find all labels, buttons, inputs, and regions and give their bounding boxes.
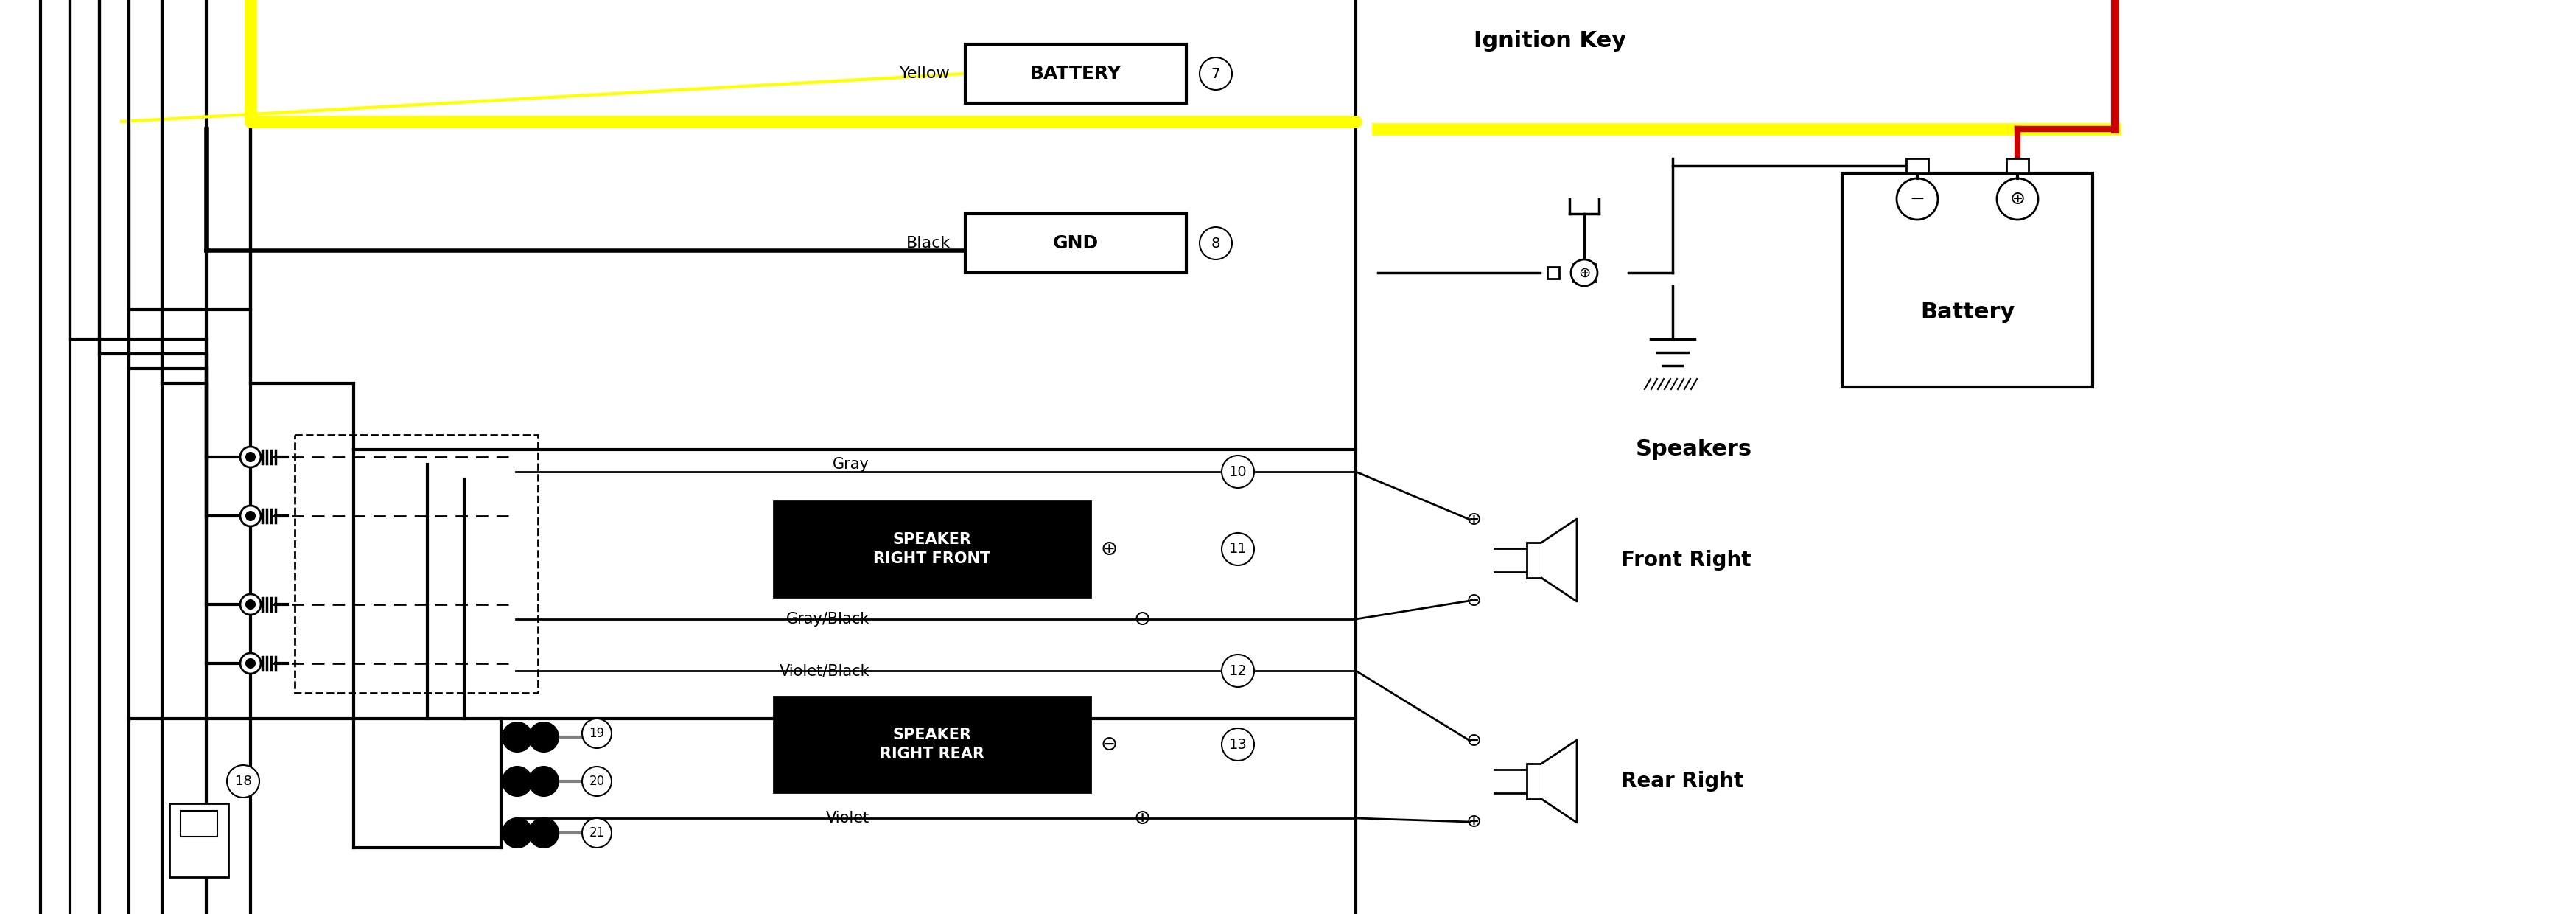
Text: ⊕: ⊕	[1100, 539, 1118, 559]
Circle shape	[247, 512, 255, 520]
Text: Ignition Key: Ignition Key	[1473, 30, 1625, 51]
Text: Violet: Violet	[827, 811, 871, 825]
Bar	[294, 435, 538, 693]
Text: 7: 7	[1211, 67, 1221, 80]
Bar	[1906, 158, 1929, 174]
Circle shape	[528, 818, 559, 847]
Text: −: −	[1909, 190, 1924, 207]
Text: 10: 10	[1229, 464, 1247, 479]
Circle shape	[1200, 58, 1231, 90]
Text: 13: 13	[1229, 738, 1247, 751]
Bar	[1548, 267, 1558, 279]
Text: 8: 8	[1211, 236, 1221, 250]
Bar	[170, 803, 229, 877]
Bar	[1528, 543, 1540, 578]
Text: 18: 18	[234, 775, 252, 788]
Bar	[773, 696, 1090, 792]
Text: 12: 12	[1229, 664, 1247, 678]
Bar	[180, 811, 216, 836]
Circle shape	[240, 654, 260, 674]
Polygon shape	[1540, 740, 1577, 823]
Bar	[966, 44, 1188, 103]
Text: ⊖: ⊖	[1466, 732, 1481, 749]
Text: Speakers: Speakers	[1636, 439, 1752, 461]
Circle shape	[502, 767, 533, 796]
Circle shape	[582, 818, 611, 847]
Circle shape	[240, 447, 260, 467]
Text: Violet/Black: Violet/Black	[778, 664, 871, 678]
Circle shape	[1221, 654, 1255, 687]
Text: SPEAKER
RIGHT FRONT: SPEAKER RIGHT FRONT	[873, 532, 992, 567]
Bar	[773, 501, 1090, 597]
Text: Front Right: Front Right	[1620, 550, 1752, 570]
Text: ⊕: ⊕	[1579, 266, 1589, 280]
Circle shape	[582, 718, 611, 749]
Bar	[1528, 763, 1540, 799]
Circle shape	[1200, 227, 1231, 260]
Text: 21: 21	[590, 826, 605, 840]
Bar	[1574, 264, 1595, 282]
Text: ⊖: ⊖	[1466, 592, 1481, 610]
Circle shape	[1221, 533, 1255, 566]
Text: Battery: Battery	[1919, 302, 2014, 323]
Circle shape	[1896, 178, 1937, 219]
Circle shape	[247, 600, 255, 609]
Bar	[1842, 174, 2092, 387]
Circle shape	[1571, 260, 1597, 286]
Text: ⊕: ⊕	[1466, 813, 1481, 831]
Text: ⊕: ⊕	[2009, 190, 2025, 207]
Text: Gray: Gray	[832, 457, 871, 472]
Circle shape	[502, 722, 533, 752]
Circle shape	[1221, 728, 1255, 760]
Circle shape	[247, 659, 255, 668]
Text: BATTERY: BATTERY	[1030, 65, 1121, 82]
Circle shape	[247, 452, 255, 462]
Text: 19: 19	[590, 727, 605, 740]
Text: Black: Black	[907, 236, 951, 250]
Text: 11: 11	[1229, 542, 1247, 556]
Circle shape	[240, 505, 260, 526]
Text: Gray/Black: Gray/Black	[786, 611, 871, 626]
Text: ⊕: ⊕	[1466, 511, 1481, 528]
Bar	[2007, 158, 2027, 174]
Text: SPEAKER
RIGHT REAR: SPEAKER RIGHT REAR	[881, 728, 984, 761]
Circle shape	[502, 818, 533, 847]
Circle shape	[582, 767, 611, 796]
Text: ⊕: ⊕	[1133, 808, 1151, 828]
Circle shape	[1221, 455, 1255, 488]
Circle shape	[1996, 178, 2038, 219]
Text: Rear Right: Rear Right	[1620, 771, 1744, 792]
Circle shape	[227, 765, 260, 798]
Text: ⊖: ⊖	[1133, 609, 1151, 630]
Circle shape	[240, 594, 260, 615]
Text: ⊖: ⊖	[1100, 734, 1118, 755]
Text: GND: GND	[1054, 234, 1100, 252]
Text: Yellow: Yellow	[899, 67, 951, 81]
Circle shape	[528, 767, 559, 796]
Polygon shape	[1540, 519, 1577, 601]
Circle shape	[528, 722, 559, 752]
Text: 20: 20	[590, 775, 605, 788]
Bar	[966, 214, 1188, 272]
